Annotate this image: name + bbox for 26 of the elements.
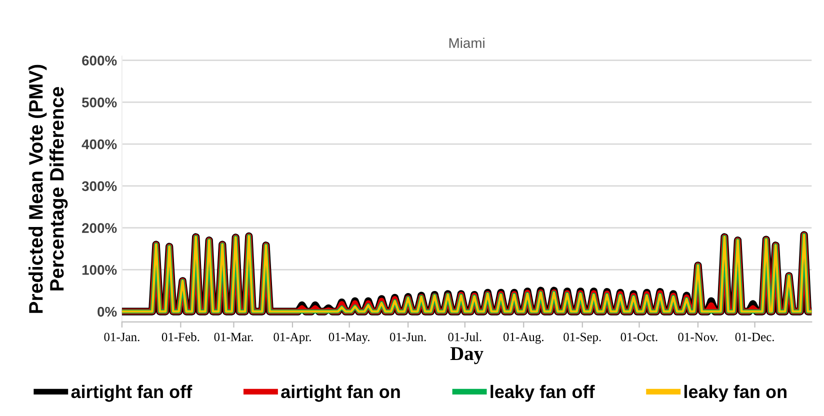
x-tick-label: 01-Aug.: [503, 332, 544, 344]
legend-label: leaky fan off: [490, 384, 595, 402]
x-tick-label: 01-May.: [328, 332, 370, 344]
x-tick-label: 01-Jul.: [448, 332, 482, 342]
legend-label: airtight fan on: [281, 384, 400, 402]
y-tick-label: 600%: [82, 56, 117, 66]
y-tick-label: 400%: [82, 139, 117, 150]
x-tick-label: 01-Apr.: [274, 332, 311, 344]
chart-title: Miami: [449, 38, 484, 48]
x-tick-label: 01-Jun.: [390, 332, 426, 342]
y-tick-label: 500%: [82, 98, 117, 108]
x-tick-label: 01-Sep.: [564, 332, 601, 344]
y-tick-label: 200%: [82, 223, 117, 233]
legend-label: leaky fan on: [684, 384, 786, 402]
x-axis-title: Day: [450, 347, 484, 364]
y-tick-label: 100%: [82, 264, 117, 275]
x-tick-label: 01-Dec.: [735, 332, 774, 342]
y-axis-title: Predicted Mean Vote (PMV) Percentage Difference: [28, 64, 68, 313]
legend-label: airtight fan off: [71, 384, 192, 402]
y-tick-label: 300%: [82, 181, 117, 192]
x-tick-label: 01-Oct.: [620, 332, 658, 342]
x-tick-label: 01-Feb.: [162, 332, 200, 342]
x-tick-label: 01-Mar.: [214, 332, 253, 342]
x-tick-label: 01-Jan.: [104, 332, 140, 342]
x-tick-label: 01-Nov.: [678, 332, 718, 342]
y-tick-label: 0%: [98, 306, 117, 317]
